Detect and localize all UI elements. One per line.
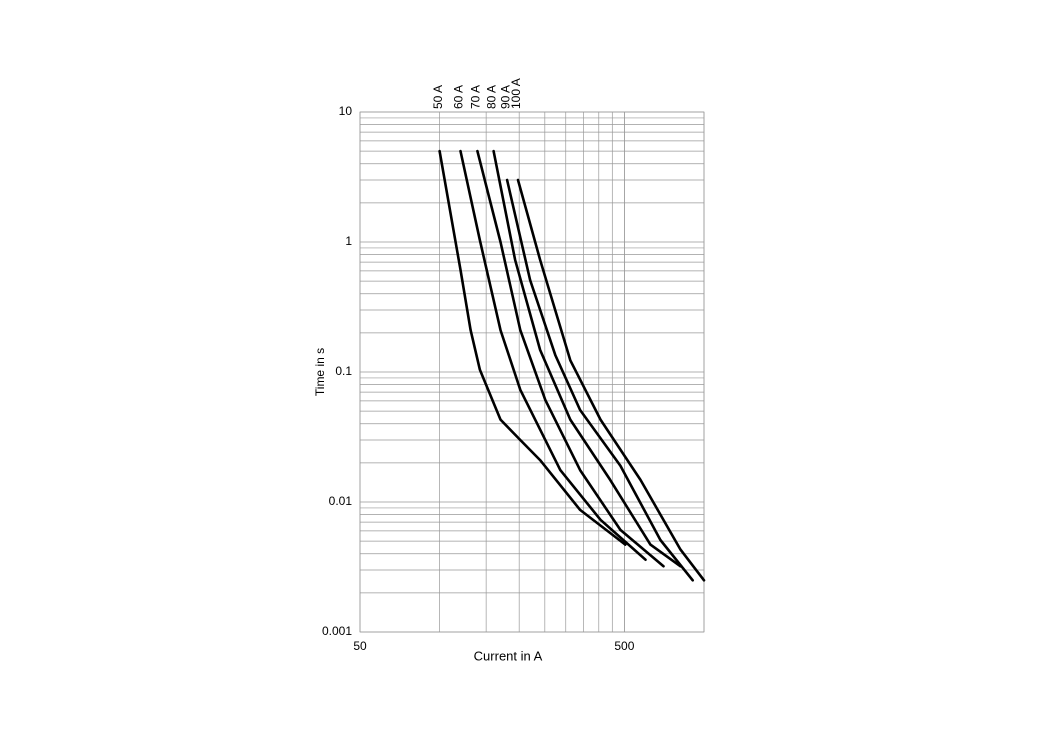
x-axis-label: Current in A	[474, 648, 543, 663]
y-tick-label: 0.001	[322, 624, 352, 638]
x-tick-label: 50	[353, 639, 367, 653]
curve	[516, 178, 706, 582]
curve-label: 100 A	[509, 78, 523, 109]
curve-label: 70 A	[469, 85, 483, 109]
curve	[476, 149, 665, 568]
curve-label: 60 A	[452, 85, 466, 109]
y-tick-label: 1	[345, 234, 352, 248]
curve-label: 80 A	[485, 85, 499, 109]
curve	[438, 149, 627, 546]
y-axis-label: Time in s	[313, 348, 327, 396]
y-tick-label: 0.01	[329, 494, 353, 508]
y-tick-label: 0.1	[335, 364, 352, 378]
curve-label: 50 A	[431, 85, 445, 109]
curve	[505, 178, 694, 582]
curve-label: 90 A	[498, 85, 512, 109]
curve	[459, 149, 647, 561]
plot-frame	[359, 111, 705, 633]
curve	[492, 149, 682, 568]
x-tick-label: 500	[614, 639, 634, 653]
y-tick-label: 10	[339, 104, 353, 118]
